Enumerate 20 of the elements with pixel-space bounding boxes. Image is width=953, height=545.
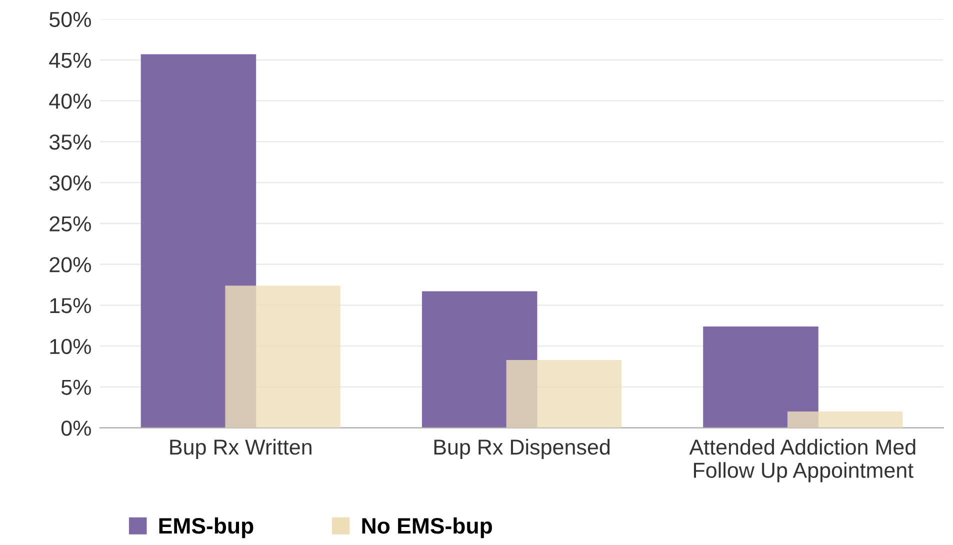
x-tick-label: Attended Addiction Med Follow Up Appointment <box>689 438 916 482</box>
y-tick-label: 50% <box>50 12 91 28</box>
y-tick-label: 5% <box>61 380 91 395</box>
y-tick-label: 0% <box>61 420 91 436</box>
y-tick-label: 25% <box>50 216 91 232</box>
y-tick-label: 10% <box>50 338 91 354</box>
y-tick-label: 20% <box>50 257 91 272</box>
x-tick-label: Bup Rx Dispensed <box>434 438 610 460</box>
y-tick-label: 15% <box>50 298 91 314</box>
bar <box>787 411 903 428</box>
legend-label: EMS-bup <box>159 517 254 538</box>
y-tick-label: 30% <box>49 175 91 191</box>
bar <box>506 360 622 428</box>
x-tick-label: Bup Rx Written <box>170 438 312 460</box>
y-tick-label: 45% <box>49 52 91 68</box>
legend-label: No EMS-bup <box>362 517 492 538</box>
bar <box>703 326 818 428</box>
bar <box>225 286 340 428</box>
y-tick-label: 35% <box>49 134 91 150</box>
y-tick-label: 40% <box>49 94 91 109</box>
